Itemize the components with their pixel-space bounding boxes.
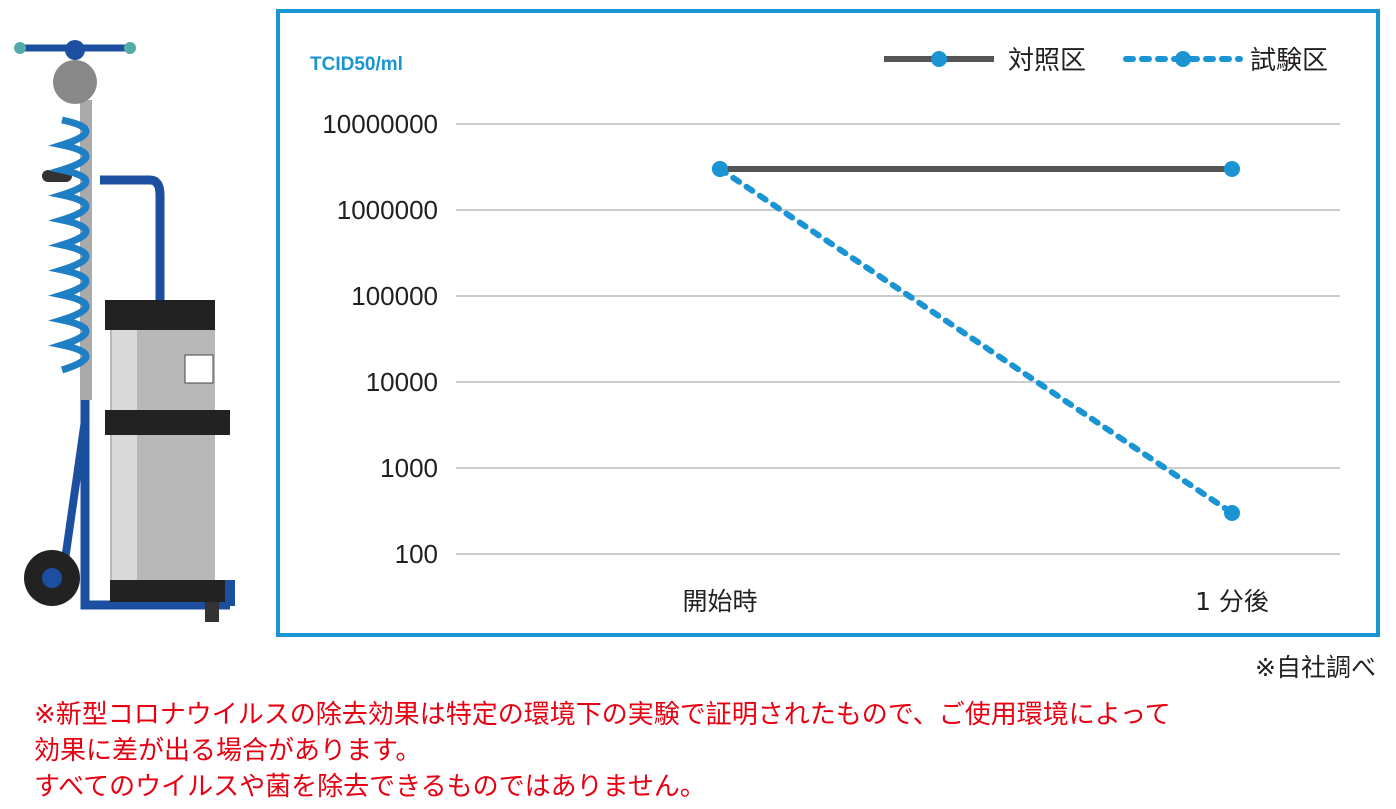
log-line-chart: TCID50/ml 10000000 1000000 100000 10000 1000… — [310, 46, 1340, 616]
x-tick-label: 1 分後 — [1195, 587, 1269, 616]
disclaimer-line-3: すべてのウイルスや菌を除去できるものではありません。 — [34, 772, 706, 802]
y-tick-label: 1000 — [380, 453, 438, 483]
disclaimer-line-1: ※新型コロナウイルスの除去効果は特定の環境下の実験で証明されたもので、ご使用環境… — [34, 700, 1171, 730]
legend-marker-control — [931, 51, 947, 67]
data-point — [712, 160, 728, 177]
sprayer-product-image — [14, 40, 235, 622]
y-tick-label: 100000 — [351, 281, 438, 311]
y-axis-unit-label: TCID50/ml — [310, 54, 403, 75]
y-tick-label: 100 — [395, 539, 438, 569]
disclaimer: ※新型コロナウイルスの除去効果は特定の環境下の実験で証明されたもので、ご使用環境… — [34, 697, 1394, 805]
series-line — [717, 165, 1235, 516]
y-tick-label: 1000000 — [337, 195, 438, 225]
chart-frame: TCID50/ml 10000000 1000000 100000 10000 1000… — [276, 9, 1380, 637]
legend-label-test: 試験区 — [1250, 46, 1328, 76]
y-tick-label: 10000 — [366, 367, 438, 397]
data-point — [1224, 504, 1240, 521]
disclaimer-line-2: 効果に差が出る場合があります。 — [34, 736, 422, 766]
data-point — [1224, 160, 1240, 177]
legend-label-control: 対照区 — [1008, 46, 1086, 76]
legend-marker-test — [1175, 51, 1191, 67]
y-tick-label: 10000000 — [322, 109, 438, 139]
x-tick-label: 開始時 — [682, 587, 757, 616]
source-note: ※自社調べ — [1255, 653, 1376, 682]
